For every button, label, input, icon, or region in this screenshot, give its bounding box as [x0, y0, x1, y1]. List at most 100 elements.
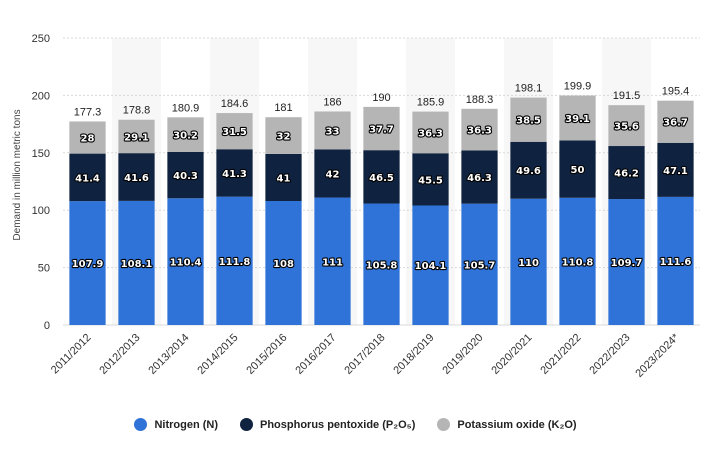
x-tick-label: 2022/2023	[587, 332, 632, 377]
bar-segment-label: 40.3	[173, 171, 198, 182]
bar-segment-label: 110.4	[170, 258, 202, 269]
bar-segment-label: 105.7	[464, 260, 496, 271]
bar-segment-label: 110.8	[562, 257, 594, 268]
x-axis-ticks: 2011/2012 2012/2013 2013/2014 2014/2015 2015…	[49, 331, 682, 380]
bar-segment-label: 108.1	[121, 259, 153, 270]
bar-total-label: 186	[323, 96, 341, 108]
legend: Nitrogen (N) Phosphorus pentoxide (P₂O₅)…	[0, 418, 711, 431]
bar-segment-label: 111	[322, 257, 343, 268]
bar-segment	[216, 113, 253, 150]
bar-segment-label: 109.7	[611, 258, 643, 269]
bar-total-label: 180.9	[172, 102, 200, 114]
x-tick-label: 2019/2020	[440, 332, 485, 377]
bar-segment-label: 49.6	[516, 166, 541, 177]
bar-segment-label: 111.6	[660, 257, 692, 268]
legend-item-nitrogen[interactable]: Nitrogen (N)	[134, 418, 218, 431]
bar-segment-label: 36.3	[418, 128, 443, 139]
bar-segment	[118, 153, 155, 201]
bar-segment-label: 108	[273, 259, 294, 270]
bar-segment-label: 30.2	[173, 131, 198, 142]
bar-segment-label: 41.6	[124, 173, 149, 184]
y-tick-label: 150	[32, 148, 50, 160]
bar-segment-label: 45.5	[418, 175, 443, 186]
bar-segment-label: 35.6	[614, 122, 639, 133]
legend-item-potassium[interactable]: Potassium oxide (K₂O)	[437, 418, 577, 431]
bar-total-label: 195.4	[662, 86, 690, 98]
bar-segment-label: 39.1	[565, 114, 590, 125]
bar-segment	[608, 199, 645, 325]
legend-swatch-phosphorus	[239, 418, 253, 431]
x-tick-label: 2020/2021	[489, 332, 534, 377]
bar-segment-label: 31.5	[222, 127, 247, 138]
bar-segment	[510, 198, 547, 325]
y-axis-ticks: 0 50 100 150 200 250	[32, 33, 50, 332]
bar-segment-label: 41	[277, 173, 291, 184]
bar-segment	[314, 197, 351, 325]
bar-total-label: 191.5	[613, 90, 641, 102]
bar-segment-label: 38.5	[516, 116, 541, 127]
bar-segment	[461, 203, 498, 325]
y-tick-label: 0	[44, 320, 50, 332]
bar-segment	[657, 142, 694, 197]
x-tick-label: 2013/2014	[146, 332, 191, 377]
bar-segment-label: 105.8	[366, 260, 398, 271]
bar-segment-label: 42	[326, 169, 340, 180]
bar-segment-label: 33	[326, 126, 340, 137]
legend-item-phosphorus[interactable]: Phosphorus pentoxide (P₂O₅)	[239, 418, 416, 431]
bar-segment-label: 29.1	[124, 132, 149, 143]
legend-label-nitrogen: Nitrogen (N)	[154, 418, 218, 431]
bar-total-label: 188.3	[466, 94, 494, 106]
bar-segment-label: 46.2	[614, 169, 639, 180]
bar-total-label: 184.6	[221, 98, 249, 110]
bar-total-label: 198.1	[515, 83, 543, 95]
bar-segment	[69, 201, 106, 325]
bar-segment	[363, 203, 400, 325]
y-tick-label: 100	[32, 205, 50, 217]
bar-segment	[412, 111, 449, 154]
bar-segment	[559, 95, 596, 141]
bar-segment	[559, 140, 596, 198]
x-tick-label: 2012/2013	[97, 332, 142, 377]
bar-segment-label: 41.4	[75, 173, 100, 184]
bar-segment	[363, 106, 400, 151]
x-tick-label: 2023/2024*	[633, 331, 682, 380]
bar-segment-label: 47.1	[663, 166, 688, 177]
bar-segment-label: 46.5	[369, 173, 394, 184]
bar-segment	[657, 196, 694, 325]
bar-segment	[510, 97, 547, 142]
bar-segment	[265, 153, 302, 202]
bar-segment	[216, 149, 253, 197]
bar-segment	[412, 153, 449, 206]
bar-segment	[559, 197, 596, 325]
legend-swatch-nitrogen	[134, 418, 148, 431]
bar-segment	[216, 196, 253, 325]
bar-segment	[167, 117, 204, 152]
bar-segment-label: 111.8	[219, 257, 251, 268]
x-tick-label: 2018/2019	[391, 332, 436, 377]
bar-segment-label: 32	[277, 132, 291, 143]
x-tick-label: 2011/2012	[49, 332, 94, 377]
bar-segment-label: 36.7	[663, 118, 688, 129]
bar-segment	[265, 201, 302, 325]
bar-segment	[69, 121, 106, 154]
bar-segment	[314, 149, 351, 198]
x-tick-label: 2016/2017	[293, 332, 338, 377]
bar-segment	[608, 105, 645, 147]
bar-segment-label: 41.3	[222, 169, 247, 180]
x-tick-label: 2014/2015	[195, 332, 240, 377]
bar-total-label: 190	[372, 92, 390, 104]
bar-segment-label: 104.1	[415, 261, 447, 272]
legend-label-potassium: Potassium oxide (K₂O)	[457, 418, 577, 431]
bar-segment	[363, 150, 400, 204]
x-tick-label: 2017/2018	[342, 332, 387, 377]
y-tick-label: 250	[32, 33, 50, 45]
x-tick-label: 2015/2016	[244, 332, 289, 377]
bar-segment-label: 46.3	[467, 173, 492, 184]
bar-segment	[167, 151, 204, 199]
bar-segment	[657, 100, 694, 143]
bar-segment	[118, 119, 155, 154]
y-tick-label: 50	[38, 263, 50, 275]
bar-segment-label: 28	[81, 134, 95, 145]
legend-label-phosphorus: Phosphorus pentoxide (P₂O₅)	[259, 418, 416, 431]
